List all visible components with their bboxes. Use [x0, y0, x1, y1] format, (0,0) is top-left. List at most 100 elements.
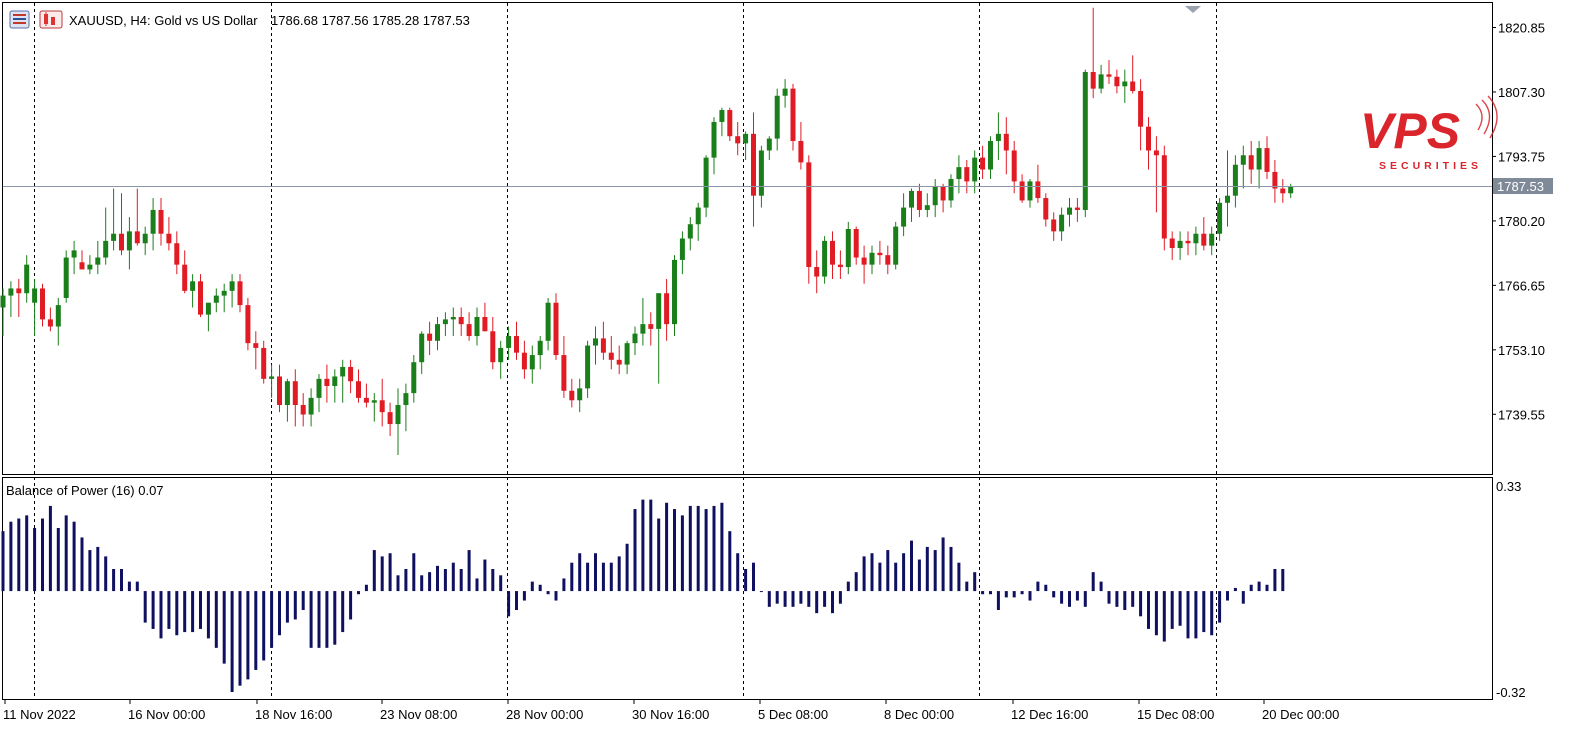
candle-body — [332, 376, 338, 386]
candle — [506, 326, 512, 360]
bop-bar — [1178, 591, 1182, 626]
candle — [869, 245, 875, 275]
candle — [1059, 207, 1065, 241]
candle-body — [679, 238, 685, 260]
candle — [1106, 60, 1112, 84]
candle — [624, 340, 630, 375]
bop-bar — [9, 521, 13, 592]
candle — [142, 226, 148, 256]
candle-body — [837, 264, 843, 268]
candle — [1090, 7, 1096, 99]
candle — [442, 312, 448, 337]
candle-body — [648, 324, 654, 329]
bop-bar — [333, 591, 337, 645]
candle — [395, 388, 401, 455]
candle-body — [316, 378, 322, 398]
candle — [87, 255, 93, 275]
candle — [632, 326, 638, 356]
candle — [1169, 231, 1175, 260]
candle-body — [498, 347, 504, 363]
candle-body — [363, 397, 369, 403]
candle-body — [1067, 207, 1072, 215]
candle-body — [656, 293, 662, 329]
bop-bar — [1226, 591, 1229, 601]
candle — [1122, 69, 1128, 103]
candle — [450, 307, 456, 337]
candle-body — [640, 324, 646, 334]
bop-bar — [1, 531, 5, 592]
bop-bar — [1131, 591, 1135, 607]
bop-bar — [459, 569, 463, 592]
candle — [221, 283, 227, 313]
indicator-axis-top: 0.33 — [1496, 479, 1521, 494]
candle — [16, 278, 22, 317]
candle-body — [1019, 181, 1025, 201]
candle-body — [308, 397, 314, 415]
price-tick-label: 1780.20 — [1498, 214, 1545, 229]
candle — [593, 326, 598, 365]
candle — [458, 307, 464, 337]
candle-body — [158, 209, 164, 234]
candle — [24, 255, 30, 303]
candle-body — [269, 376, 275, 379]
bop-bar — [309, 591, 313, 648]
bop-bar — [1273, 569, 1277, 592]
candle — [482, 302, 488, 332]
bop-bar — [917, 559, 921, 592]
candle — [553, 293, 559, 360]
candle — [845, 221, 851, 275]
shift-marker-icon[interactable] — [1185, 6, 1201, 13]
bop-bar — [1241, 591, 1245, 604]
candle-body — [0, 295, 6, 308]
chart-type-icon[interactable] — [39, 10, 63, 29]
bop-bar — [1249, 584, 1253, 592]
candle-body — [1209, 233, 1215, 246]
bop-bar — [293, 591, 297, 620]
time-tick-label: 8 Dec 00:00 — [884, 707, 954, 722]
bop-bar — [894, 562, 898, 592]
candle-body — [1185, 240, 1191, 244]
candle — [158, 198, 164, 246]
bop-bar — [601, 562, 605, 592]
bop-bar — [846, 581, 850, 592]
bop-bar — [831, 591, 834, 614]
bop-bar — [649, 499, 653, 592]
bop-bar — [143, 591, 147, 623]
candle-body — [830, 240, 835, 265]
svg-text:SECURITIES: SECURITIES — [1379, 160, 1482, 172]
bop-bar — [878, 562, 882, 592]
bop-bar — [1083, 591, 1087, 607]
bop-bar — [1044, 584, 1048, 592]
candle — [1256, 140, 1262, 189]
candle-body — [403, 393, 409, 406]
candlestick-chart-icon[interactable] — [9, 10, 30, 29]
candle — [284, 378, 290, 422]
candle-body — [482, 317, 488, 332]
candle-body — [814, 267, 820, 277]
vps-securities-logo: VPS SECURITIES — [1350, 82, 1500, 182]
candle-body — [916, 190, 922, 210]
candle-body — [514, 336, 519, 353]
main-chart-frame — [2, 2, 1493, 475]
bop-bar — [96, 546, 100, 592]
candle-body — [1051, 219, 1057, 232]
candle-body — [774, 95, 780, 139]
time-tick-label: 15 Dec 08:00 — [1137, 707, 1214, 722]
bop-bar — [48, 505, 52, 592]
candle-body — [182, 264, 188, 291]
candle — [71, 240, 77, 275]
candle — [332, 369, 338, 403]
candle — [1035, 164, 1041, 203]
bop-bar — [862, 556, 866, 592]
bop-bar — [301, 591, 305, 610]
bop-bar — [996, 591, 1000, 610]
bop-bar — [499, 575, 503, 592]
candle — [893, 221, 899, 270]
bop-bar — [752, 562, 755, 592]
candle — [427, 321, 433, 356]
candle — [932, 179, 938, 218]
bop-bar — [1139, 591, 1143, 617]
candle-body — [521, 352, 527, 370]
candle — [300, 393, 306, 427]
candle-body — [95, 257, 101, 265]
